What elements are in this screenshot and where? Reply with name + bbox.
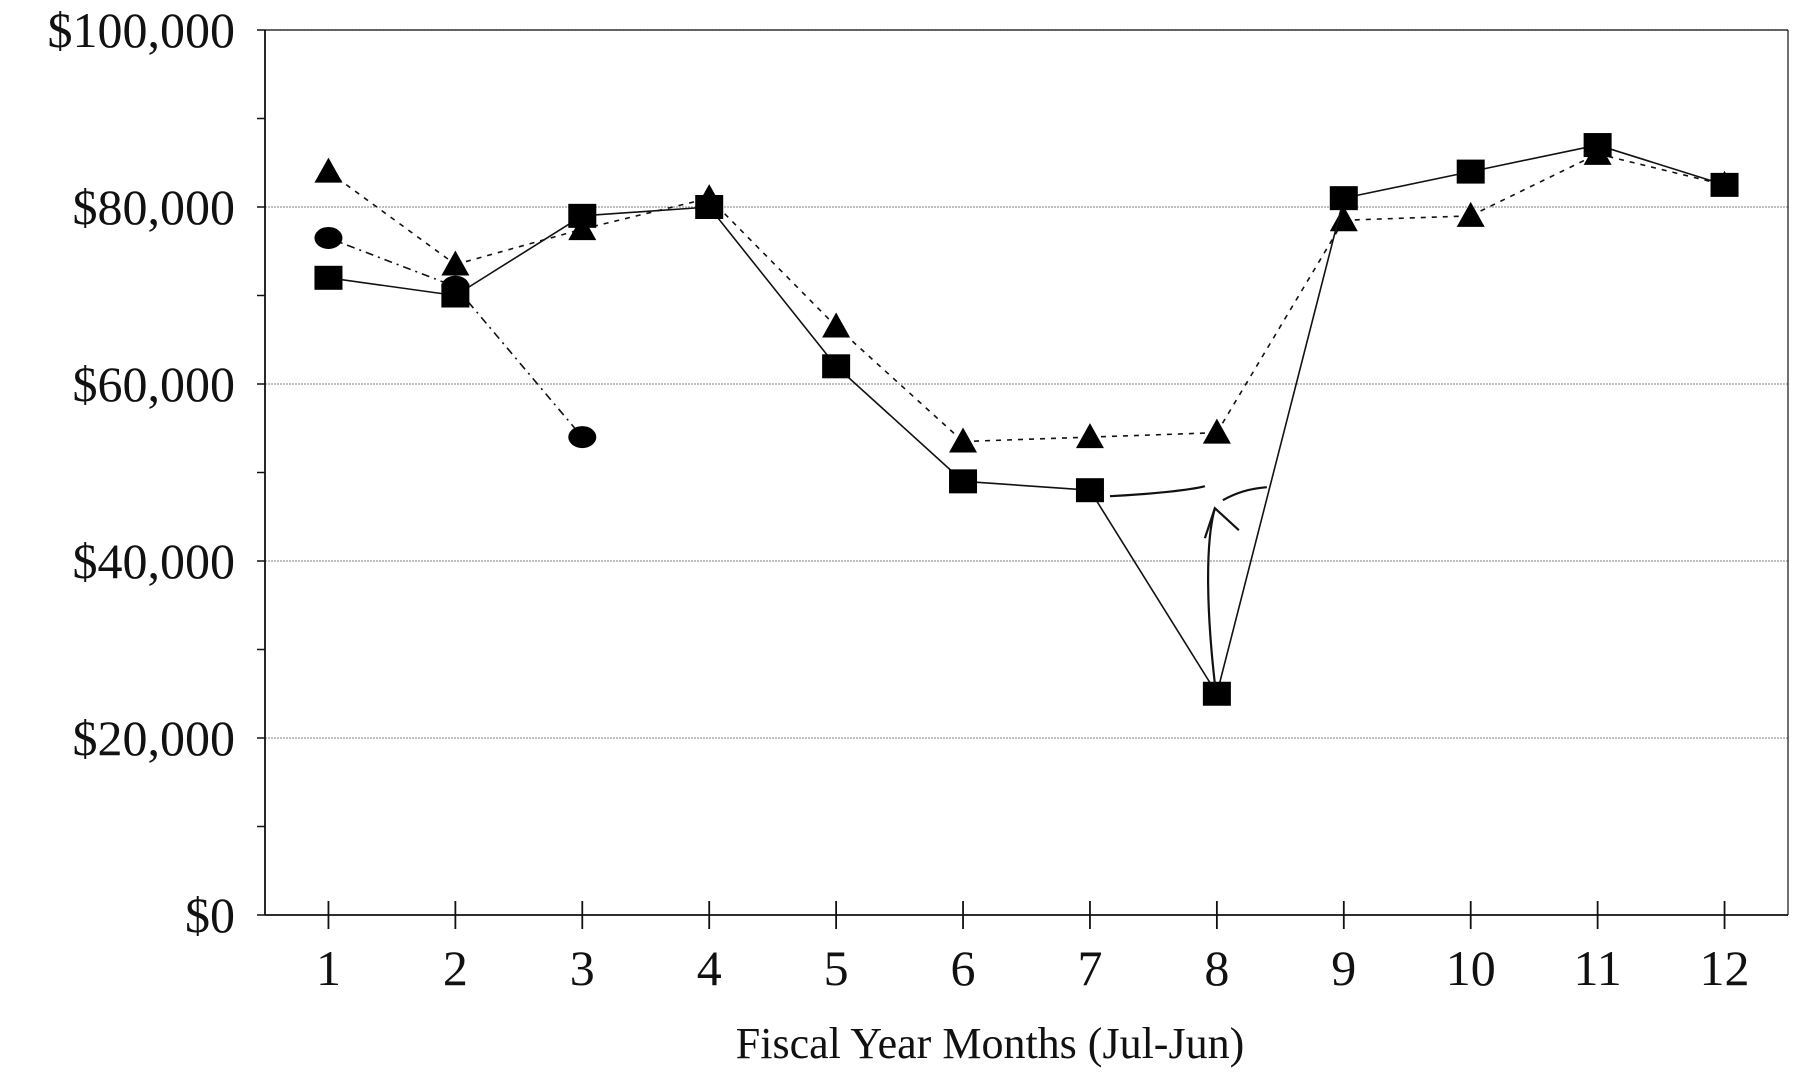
series-line-segment: [1216, 219, 1345, 434]
data-point-square: [441, 283, 470, 308]
series-line-segment: [1470, 144, 1598, 173]
x-tick-label: 7: [1077, 940, 1102, 996]
series-line-segment: [454, 286, 583, 438]
data-point-square: [1456, 159, 1485, 184]
y-tick-label: $80,000: [73, 179, 236, 235]
pen-stroke-horizontal: [1109, 485, 1206, 498]
data-point-circle: [568, 426, 597, 449]
data-point-square: [1583, 133, 1612, 158]
series-group: [314, 133, 1739, 706]
grid-lines: [265, 29, 1788, 739]
y-tick-label: $40,000: [73, 533, 236, 589]
series-line-segment: [1597, 153, 1725, 186]
x-tick-label: 4: [697, 940, 722, 996]
series-line-segment: [1470, 153, 1598, 217]
data-point-triangle: [949, 427, 978, 453]
data-point-square: [1710, 172, 1739, 197]
pen-stroke-arrow-shaft: [1207, 507, 1216, 684]
series-line-segment: [582, 206, 710, 217]
series-line-segment: [708, 206, 837, 367]
data-point-square: [568, 203, 597, 228]
series-line-segment: [835, 365, 964, 482]
pen-stroke-arrow-head: [1203, 506, 1240, 539]
x-tick-label: 9: [1331, 940, 1356, 996]
data-point-triangle: [1075, 423, 1104, 449]
series-line-segment: [1597, 144, 1725, 186]
data-point-square: [314, 265, 343, 290]
data-point-square: [1329, 186, 1358, 211]
series-line-segment: [1343, 215, 1471, 222]
series-line-segment: [1089, 489, 1218, 695]
data-point-triangle: [1456, 201, 1485, 227]
y-tick-label: $100,000: [48, 2, 236, 58]
data-point-circle: [314, 226, 343, 249]
y-tick-label: $60,000: [73, 356, 236, 412]
series-line-segment: [328, 277, 456, 297]
series-line-segment: [963, 436, 1090, 443]
data-point-square: [695, 195, 724, 219]
x-tick-label: 2: [443, 940, 468, 996]
data-point-square: [1075, 478, 1104, 503]
data-point-triangle: [314, 157, 343, 183]
data-point-square: [949, 469, 978, 494]
handwritten-annotation: [1109, 485, 1267, 684]
x-tick-label: 5: [824, 940, 849, 996]
series-triangle: [314, 139, 1739, 453]
y-tick-label: $20,000: [73, 710, 236, 766]
data-point-square: [1202, 681, 1231, 706]
series-line-segment: [1089, 431, 1217, 438]
series-line-segment: [708, 197, 837, 328]
series-line-segment: [455, 228, 583, 266]
series-line-segment: [962, 480, 1091, 491]
x-tick-label: 3: [570, 940, 595, 996]
x-tick-label: 11: [1574, 940, 1622, 996]
series-line-segment: [328, 237, 456, 288]
series-square: [314, 133, 1739, 706]
series-line-segment: [1216, 197, 1345, 694]
series-line-segment: [327, 170, 456, 266]
x-axis-title: Fiscal Year Months (Jul-Jun): [736, 1019, 1244, 1068]
x-tick-label: 10: [1446, 940, 1496, 996]
x-tick-label: 1: [316, 940, 341, 996]
data-point-triangle: [1202, 418, 1231, 444]
x-tick-label: 12: [1700, 940, 1750, 996]
series-line-segment: [582, 197, 710, 230]
series-line-segment: [1343, 170, 1471, 199]
data-point-triangle: [441, 250, 470, 276]
series-line-segment: [454, 215, 583, 297]
x-tick-label: 6: [951, 940, 976, 996]
data-point-square: [822, 354, 851, 379]
pen-stroke-right: [1222, 486, 1267, 502]
y-tick-label: $0: [185, 887, 235, 943]
x-tick-label: 8: [1204, 940, 1229, 996]
data-point-triangle: [822, 312, 851, 338]
